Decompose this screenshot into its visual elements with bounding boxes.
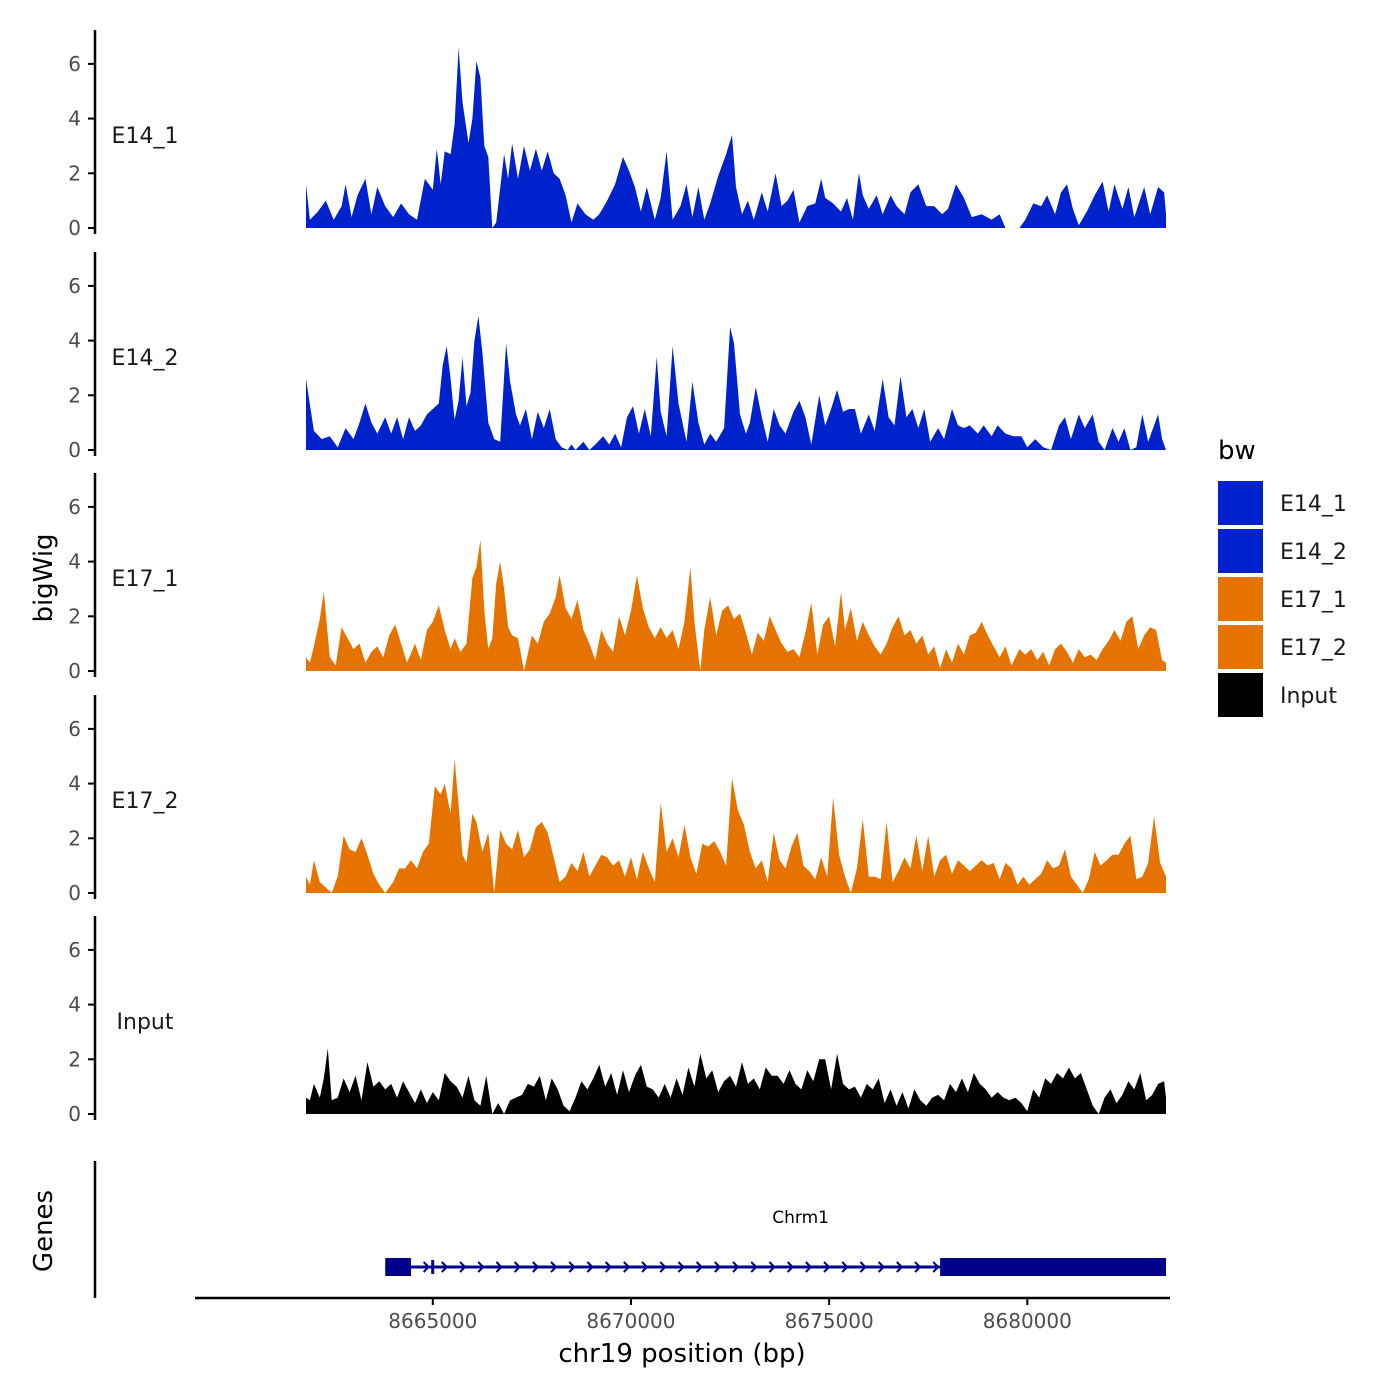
y-tick-label: 0 bbox=[68, 881, 81, 905]
strand-arrow bbox=[550, 1261, 558, 1273]
strand-arrow bbox=[786, 1261, 795, 1273]
strand-arrow bbox=[641, 1261, 649, 1273]
track-label: E17_1 bbox=[112, 567, 179, 592]
y-tick-label: 2 bbox=[68, 161, 81, 185]
y-tick-label: 6 bbox=[68, 938, 81, 962]
strand-arrow bbox=[441, 1261, 449, 1273]
strand-arrow bbox=[459, 1261, 467, 1273]
y-tick-label: 6 bbox=[68, 52, 81, 76]
legend-title: bw bbox=[1218, 436, 1256, 466]
strand-arrow bbox=[841, 1261, 849, 1273]
gene-panel: Chrm1 bbox=[93, 1161, 1167, 1298]
x-tick-label: 8670000 bbox=[586, 1309, 675, 1333]
y-tick-label: 6 bbox=[68, 495, 81, 519]
x-axis-title: chr19 position (bp) bbox=[558, 1339, 805, 1369]
legend-swatch bbox=[1218, 529, 1263, 573]
strand-arrow bbox=[914, 1261, 922, 1273]
strand-arrow bbox=[677, 1261, 685, 1273]
strand-arrow bbox=[750, 1261, 758, 1273]
legend-label: Input bbox=[1280, 684, 1337, 709]
y-axis-title: bigWig bbox=[29, 533, 59, 622]
x-tick-label: 8675000 bbox=[785, 1309, 874, 1333]
y-tick-label: 0 bbox=[68, 438, 81, 462]
track-e17-2: 0 2 4 6 E17_2 bbox=[68, 695, 1166, 905]
legend-label: E14_2 bbox=[1280, 540, 1347, 565]
signal-area bbox=[306, 539, 1166, 671]
legend-swatch bbox=[1218, 625, 1263, 669]
y-tick-label: 2 bbox=[68, 1047, 81, 1071]
y-tick-label: 6 bbox=[68, 274, 81, 298]
track-e17-1: 0 2 4 6 E17_1 bbox=[68, 473, 1166, 683]
legend-item: Input bbox=[1218, 673, 1337, 717]
y-tick-label: 4 bbox=[68, 772, 81, 796]
track-label: E14_2 bbox=[112, 346, 179, 371]
gene-name-label: Chrm1 bbox=[772, 1208, 829, 1228]
strand-arrow bbox=[695, 1261, 704, 1273]
gene-chrm1: Chrm1 bbox=[385, 1208, 1167, 1276]
track-label: E17_2 bbox=[112, 789, 179, 814]
strand-arrow bbox=[932, 1261, 940, 1273]
x-axis: 8665000 8670000 8675000 8680000 bbox=[195, 1296, 1170, 1333]
strand-arrow bbox=[859, 1261, 867, 1273]
x-tick-label: 8680000 bbox=[983, 1309, 1072, 1333]
signal-area bbox=[306, 316, 1166, 450]
y-tick-label: 4 bbox=[68, 329, 81, 353]
signal-area bbox=[306, 47, 1166, 228]
track-e14-2: 0 2 4 6 E14_2 bbox=[68, 252, 1166, 462]
strand-arrow bbox=[623, 1261, 631, 1273]
track-label: Input bbox=[117, 1010, 174, 1035]
legend-item: E14_1 bbox=[1218, 481, 1347, 525]
gene-exon bbox=[385, 1258, 412, 1276]
signal-area bbox=[306, 1048, 1166, 1114]
track-e14-1: 0 2 4 6 E14_1 bbox=[68, 30, 1166, 240]
y-tick-label: 0 bbox=[68, 659, 81, 683]
strand-arrow bbox=[659, 1261, 667, 1273]
y-tick-label: 4 bbox=[68, 107, 81, 131]
legend-swatch bbox=[1218, 577, 1263, 621]
legend-item: E17_1 bbox=[1218, 577, 1347, 621]
legend-label: E17_1 bbox=[1280, 588, 1347, 613]
strand-arrow bbox=[823, 1261, 831, 1273]
gene-panel-title: Genes bbox=[29, 1190, 59, 1272]
legend-label: E17_2 bbox=[1280, 636, 1347, 661]
y-tick-label: 2 bbox=[68, 826, 81, 850]
strand-arrow bbox=[768, 1261, 776, 1273]
legend-swatch bbox=[1218, 673, 1263, 717]
strand-arrow bbox=[568, 1261, 576, 1273]
strand-arrow bbox=[877, 1261, 886, 1273]
tracks-layer: 0 2 4 6 E14_1 0 2 4 6 E14_2 0 2 4 6 E17_1 0 2 4 6 E17_2 0 2 4 6… bbox=[68, 30, 1166, 1126]
strand-arrow bbox=[513, 1261, 522, 1273]
gene-exon bbox=[431, 1260, 435, 1274]
signal-area bbox=[306, 759, 1166, 893]
strand-arrow bbox=[477, 1261, 485, 1273]
legend-item: E17_2 bbox=[1218, 625, 1347, 669]
y-tick-label: 4 bbox=[68, 993, 81, 1017]
x-tick-label: 8665000 bbox=[388, 1309, 477, 1333]
strand-arrow bbox=[805, 1261, 813, 1273]
strand-arrow bbox=[896, 1261, 904, 1273]
y-tick-label: 2 bbox=[68, 604, 81, 628]
strand-arrow bbox=[422, 1261, 431, 1273]
track-input: 0 2 4 6 Input bbox=[68, 916, 1166, 1126]
strand-arrow bbox=[604, 1261, 613, 1273]
legend: bw E14_1 E14_2 E17_1 E17_2 Input bbox=[1218, 436, 1347, 717]
y-tick-label: 0 bbox=[68, 1102, 81, 1126]
legend-label: E14_1 bbox=[1280, 492, 1347, 517]
strand-arrow bbox=[495, 1261, 503, 1273]
strand-arrow bbox=[714, 1261, 722, 1273]
y-tick-label: 6 bbox=[68, 717, 81, 741]
track-label: E14_1 bbox=[112, 124, 179, 149]
y-tick-label: 2 bbox=[68, 383, 81, 407]
y-tick-label: 0 bbox=[68, 216, 81, 240]
legend-swatch bbox=[1218, 481, 1263, 525]
legend-item: E14_2 bbox=[1218, 529, 1347, 573]
y-tick-label: 4 bbox=[68, 550, 81, 574]
strand-arrow bbox=[532, 1261, 540, 1273]
strand-arrow bbox=[586, 1261, 594, 1273]
gene-exon bbox=[940, 1258, 1167, 1276]
strand-arrow bbox=[732, 1261, 740, 1273]
